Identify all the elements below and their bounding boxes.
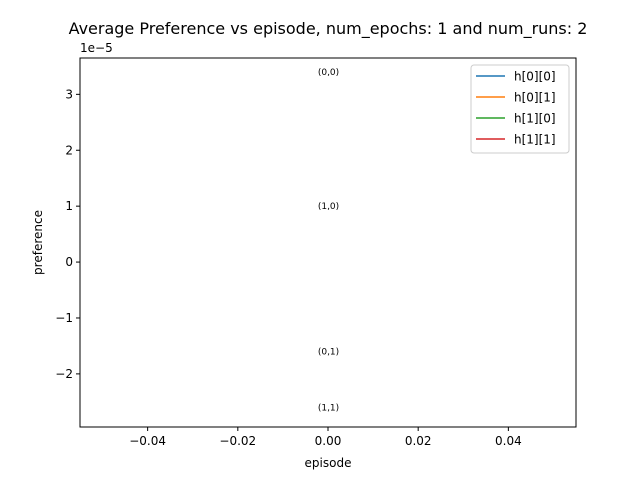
point-annotation: (0,1) bbox=[318, 348, 339, 358]
x-tick-label: −0.04 bbox=[129, 434, 166, 448]
x-axis-label: episode bbox=[305, 456, 352, 470]
y-tick-label: 1 bbox=[65, 199, 73, 213]
y-tick-label: −1 bbox=[55, 311, 73, 325]
y-tick-label: −2 bbox=[55, 367, 73, 381]
x-tick-label: 0.04 bbox=[495, 434, 522, 448]
legend-label: h[1][0] bbox=[514, 112, 556, 126]
y-tick-label: 0 bbox=[65, 255, 73, 269]
x-tick-label: 0.00 bbox=[315, 434, 342, 448]
y-offset-text: 1e−5 bbox=[80, 41, 113, 55]
x-axis: −0.04 −0.02 0.00 0.02 0.04 bbox=[129, 427, 522, 448]
point-annotation: (1,0) bbox=[318, 202, 339, 212]
x-tick-label: −0.02 bbox=[219, 434, 256, 448]
legend-label: h[1][1] bbox=[514, 133, 556, 147]
x-tick-label: 0.02 bbox=[405, 434, 432, 448]
y-tick-label: 3 bbox=[65, 87, 73, 101]
legend-label: h[0][0] bbox=[514, 70, 556, 84]
y-axis-label: preference bbox=[31, 210, 45, 275]
point-annotation: (0,0) bbox=[318, 68, 339, 78]
chart-title: Average Preference vs episode, num_epoch… bbox=[69, 19, 588, 39]
point-annotation: (1,1) bbox=[318, 403, 339, 413]
y-axis: −2 −1 0 1 2 3 bbox=[55, 87, 80, 381]
legend: h[0][0] h[0][1] h[1][0] h[1][1] bbox=[470, 64, 570, 154]
y-tick-label: 2 bbox=[65, 143, 73, 157]
legend-box bbox=[470, 64, 570, 154]
annotation-layer: (0,0) (1,0) (0,1) (1,1) bbox=[318, 68, 339, 413]
legend-label: h[0][1] bbox=[514, 91, 556, 105]
